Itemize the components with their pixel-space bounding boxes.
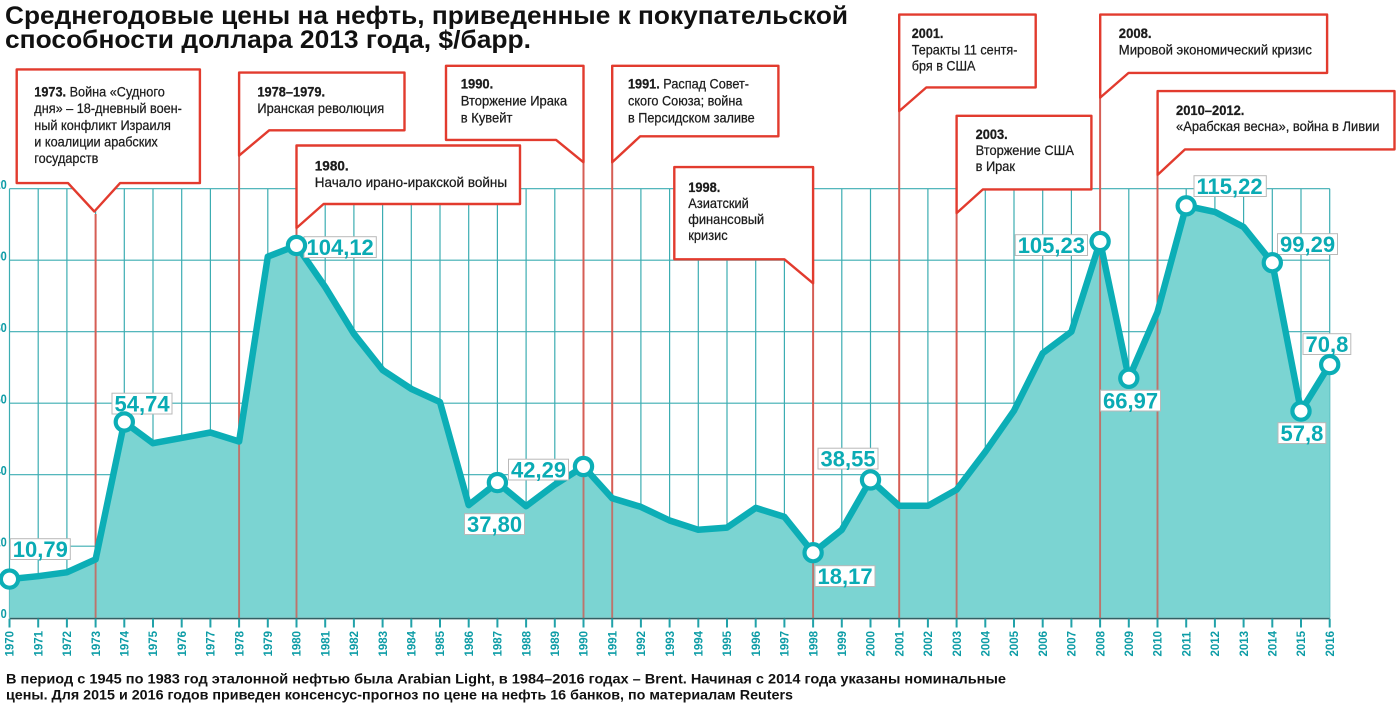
svg-text:Азиатский: Азиатский xyxy=(688,196,748,211)
svg-text:10,79: 10,79 xyxy=(13,537,68,562)
svg-text:100: 100 xyxy=(0,250,7,264)
svg-text:2001.: 2001. xyxy=(912,26,944,41)
svg-text:2010: 2010 xyxy=(1153,631,1165,657)
svg-text:1971: 1971 xyxy=(33,630,45,656)
svg-text:2013: 2013 xyxy=(1239,631,1251,657)
svg-text:18,17: 18,17 xyxy=(818,564,873,589)
svg-text:1981: 1981 xyxy=(320,630,332,656)
svg-text:1998: 1998 xyxy=(808,630,820,656)
svg-text:2002: 2002 xyxy=(923,631,935,657)
svg-text:1978: 1978 xyxy=(234,630,246,656)
svg-text:1973: 1973 xyxy=(91,631,103,657)
svg-text:104,12: 104,12 xyxy=(307,235,374,260)
svg-text:1972: 1972 xyxy=(62,631,74,657)
svg-text:37,80: 37,80 xyxy=(467,512,522,537)
svg-text:1984: 1984 xyxy=(407,630,419,656)
svg-text:В период с 1945 по 1983 год эт: В период с 1945 по 1983 год эталонной не… xyxy=(6,671,1006,687)
svg-text:2014: 2014 xyxy=(1268,630,1280,656)
svg-text:способности доллара 2013 года,: способности доллара 2013 года, $/барр. xyxy=(5,26,531,54)
svg-text:1994: 1994 xyxy=(694,630,706,656)
svg-text:70,8: 70,8 xyxy=(1306,332,1349,357)
svg-text:80: 80 xyxy=(0,322,7,336)
svg-text:1970: 1970 xyxy=(5,631,17,657)
svg-text:ского Союза; война: ского Союза; война xyxy=(628,93,743,108)
svg-text:Вторжение США: Вторжение США xyxy=(976,143,1074,158)
svg-text:Теракты 11 сентя-: Теракты 11 сентя- xyxy=(912,42,1018,57)
svg-text:115,22: 115,22 xyxy=(1197,174,1263,199)
svg-text:2000: 2000 xyxy=(866,631,878,657)
svg-text:105,23: 105,23 xyxy=(1018,233,1085,258)
svg-text:Начало ирано-иракской войны: Начало ирано-иракской войны xyxy=(315,175,507,190)
svg-text:1995: 1995 xyxy=(722,630,734,656)
svg-text:2003: 2003 xyxy=(952,631,964,657)
svg-text:60: 60 xyxy=(0,393,7,407)
svg-text:1998.: 1998. xyxy=(688,180,720,195)
svg-text:1980.: 1980. xyxy=(315,158,349,173)
svg-text:в Кувейт: в Кувейт xyxy=(461,110,513,125)
svg-text:2007: 2007 xyxy=(1067,631,1079,657)
svg-text:1973. Война «Судного: 1973. Война «Судного xyxy=(34,84,164,99)
svg-text:20: 20 xyxy=(0,536,7,550)
svg-text:1980: 1980 xyxy=(292,631,304,657)
svg-text:1997: 1997 xyxy=(780,631,792,657)
svg-text:государств: государств xyxy=(34,151,98,166)
svg-text:1979: 1979 xyxy=(263,631,275,657)
svg-text:в Персидском заливе: в Персидском заливе xyxy=(628,110,755,125)
svg-text:2003.: 2003. xyxy=(976,126,1008,141)
svg-text:дня» – 18-дневный воен-: дня» – 18-дневный воен- xyxy=(34,101,182,116)
svg-text:бря в США: бря в США xyxy=(912,58,976,73)
svg-text:2006: 2006 xyxy=(1038,631,1050,657)
svg-text:120: 120 xyxy=(0,179,7,193)
svg-text:1990: 1990 xyxy=(579,631,591,657)
svg-text:2016: 2016 xyxy=(1325,631,1337,657)
svg-text:0: 0 xyxy=(1,608,8,622)
svg-text:1989: 1989 xyxy=(550,631,562,657)
svg-text:2004: 2004 xyxy=(981,630,993,656)
svg-text:1999: 1999 xyxy=(837,631,849,657)
svg-text:финансовый: финансовый xyxy=(688,212,764,227)
svg-text:1992: 1992 xyxy=(636,631,648,657)
svg-text:2009: 2009 xyxy=(1124,631,1136,657)
svg-text:«Арабская весна», война в Ливи: «Арабская весна», война в Ливии xyxy=(1176,119,1380,134)
svg-text:1986: 1986 xyxy=(464,631,476,657)
svg-text:1977: 1977 xyxy=(206,631,218,657)
svg-text:1987: 1987 xyxy=(493,631,505,657)
svg-text:1974: 1974 xyxy=(120,630,132,656)
svg-text:1991. Распад Совет-: 1991. Распад Совет- xyxy=(628,76,749,91)
svg-text:2008: 2008 xyxy=(1095,630,1107,656)
svg-text:Вторжение Ирака: Вторжение Ирака xyxy=(461,93,568,108)
svg-text:и коалиции арабских: и коалиции арабских xyxy=(34,134,158,149)
svg-text:Иранская революция: Иранская революция xyxy=(257,101,384,116)
svg-text:42,29: 42,29 xyxy=(511,458,566,483)
svg-text:1978–1979.: 1978–1979. xyxy=(257,84,325,99)
svg-text:2001: 2001 xyxy=(894,630,906,656)
svg-text:2011: 2011 xyxy=(1181,631,1193,657)
svg-text:ный конфликт Израиля: ный конфликт Израиля xyxy=(34,117,171,132)
svg-text:2012: 2012 xyxy=(1210,631,1222,657)
svg-text:1985: 1985 xyxy=(435,630,447,656)
svg-text:Мировой экономический кризис: Мировой экономический кризис xyxy=(1119,42,1312,57)
svg-text:цены. Для 2015 и 2016 годов пр: цены. Для 2015 и 2016 годов приведен кон… xyxy=(6,687,793,703)
svg-text:99,29: 99,29 xyxy=(1280,232,1335,257)
svg-text:1991: 1991 xyxy=(607,630,619,656)
svg-text:кризис: кризис xyxy=(688,228,728,243)
svg-text:1990.: 1990. xyxy=(461,76,493,91)
svg-text:66,97: 66,97 xyxy=(1103,389,1158,414)
svg-text:1975: 1975 xyxy=(148,630,160,656)
svg-text:40: 40 xyxy=(0,465,7,479)
svg-text:2008.: 2008. xyxy=(1119,26,1152,41)
svg-text:в Ирак: в Ирак xyxy=(976,159,1016,174)
svg-text:1988: 1988 xyxy=(521,630,533,656)
svg-text:1993: 1993 xyxy=(665,631,677,657)
svg-text:38,55: 38,55 xyxy=(821,447,876,472)
svg-text:1996: 1996 xyxy=(751,631,763,657)
svg-text:1976: 1976 xyxy=(177,631,189,657)
svg-text:1982: 1982 xyxy=(349,631,361,657)
svg-text:2005: 2005 xyxy=(1009,630,1021,656)
svg-text:2010–2012.: 2010–2012. xyxy=(1176,103,1244,118)
svg-text:2015: 2015 xyxy=(1296,630,1308,656)
svg-text:1983: 1983 xyxy=(378,631,390,657)
svg-text:Среднегодовые цены на нефть, п: Среднегодовые цены на нефть, приведенные… xyxy=(5,2,848,30)
svg-text:57,8: 57,8 xyxy=(1281,421,1324,446)
